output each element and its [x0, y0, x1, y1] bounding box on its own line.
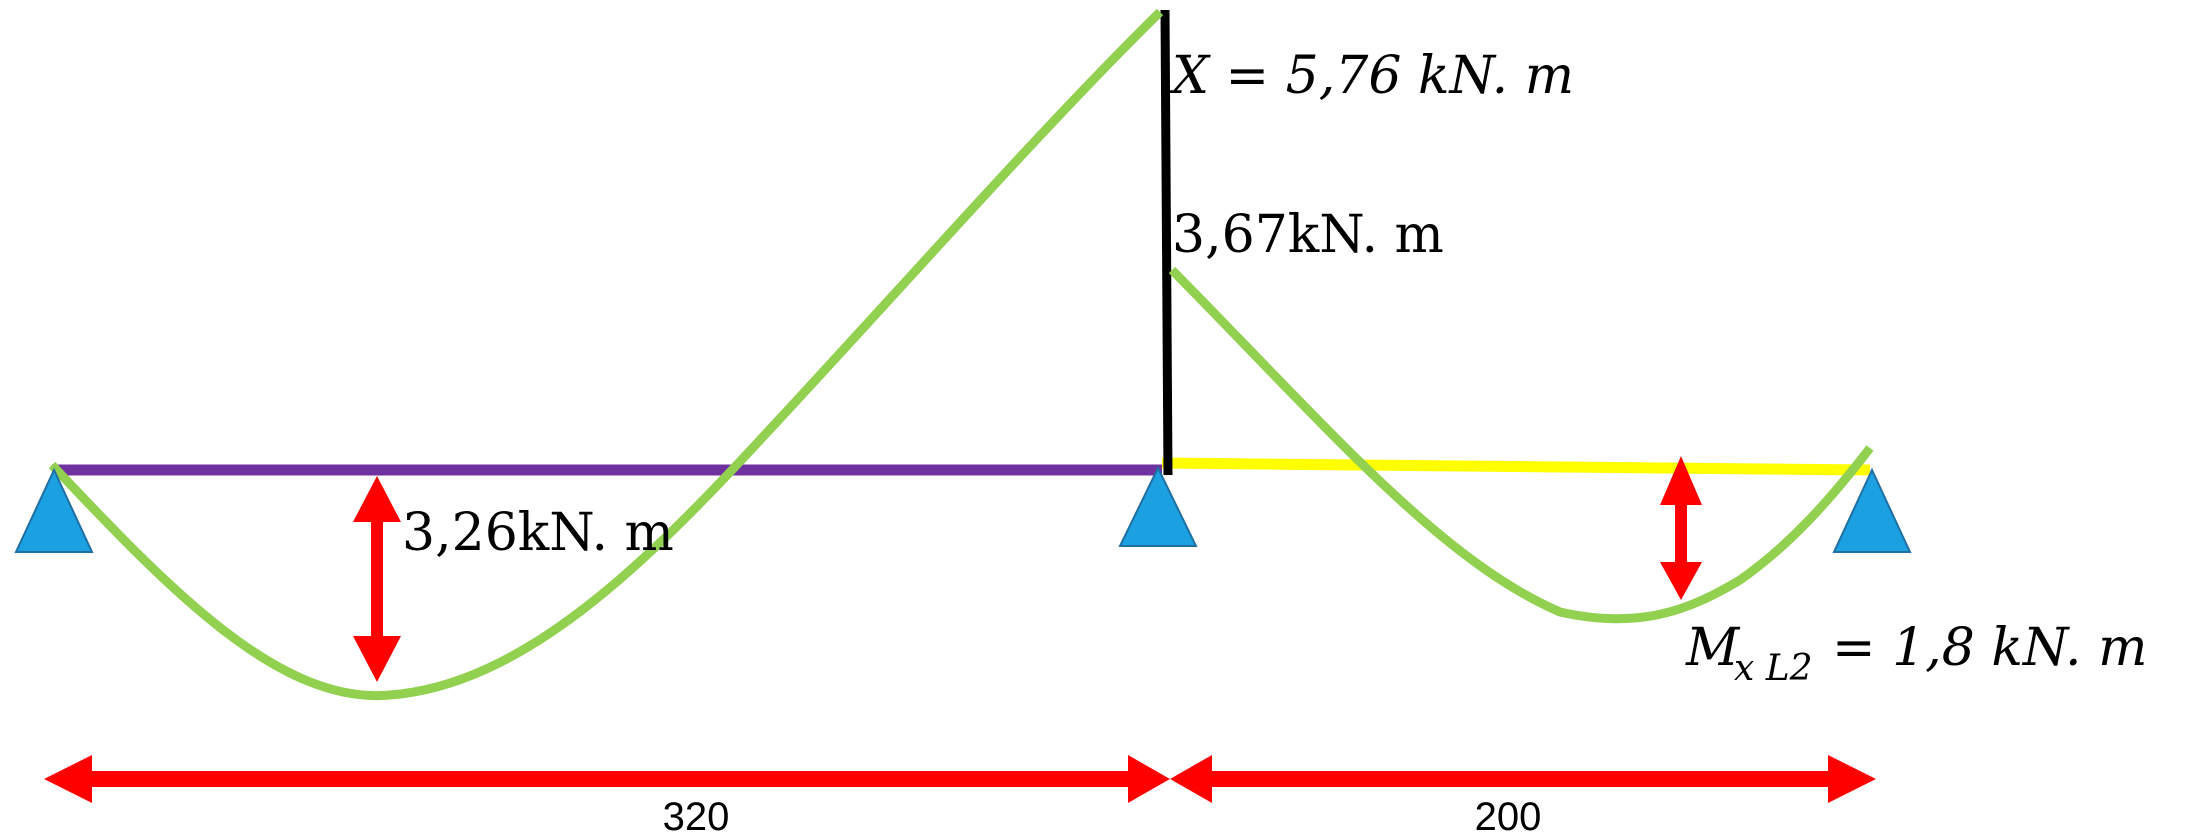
dimension-label-span-1: 320 — [663, 795, 730, 837]
moment-curve-span-1 — [48, 8, 1164, 701]
beam-span-2 — [1161, 457, 1871, 476]
support-left-icon — [14, 467, 94, 553]
svg-text:M: M — [1685, 618, 1741, 678]
support-moment-label: X = 5,76 kN. m — [1168, 46, 1574, 106]
svg-text:= 1,8 kN. m: = 1,8 kN. m — [1832, 618, 2147, 678]
support-right-icon — [1832, 467, 1912, 553]
dimension-arrow-span-2 — [1170, 755, 1876, 803]
support-moment-right-label: 3,67kN. m — [1172, 205, 1444, 265]
support-middle-icon — [1118, 465, 1198, 547]
moment-curve-span-2 — [1168, 266, 1874, 624]
span1-moment-arrow — [353, 476, 401, 682]
dimension-label-span-2: 200 — [1475, 795, 1542, 837]
dimension-arrow-span-1 — [44, 755, 1170, 803]
span1-moment-label: 3,26kN. m — [402, 503, 674, 563]
span2-moment-arrow — [1660, 456, 1702, 600]
span2-moment-label: M x L2 = 1,8 kN. m — [1685, 618, 2147, 689]
svg-text:x L2: x L2 — [1734, 648, 1813, 689]
support-moment-line — [1160, 9, 1173, 476]
